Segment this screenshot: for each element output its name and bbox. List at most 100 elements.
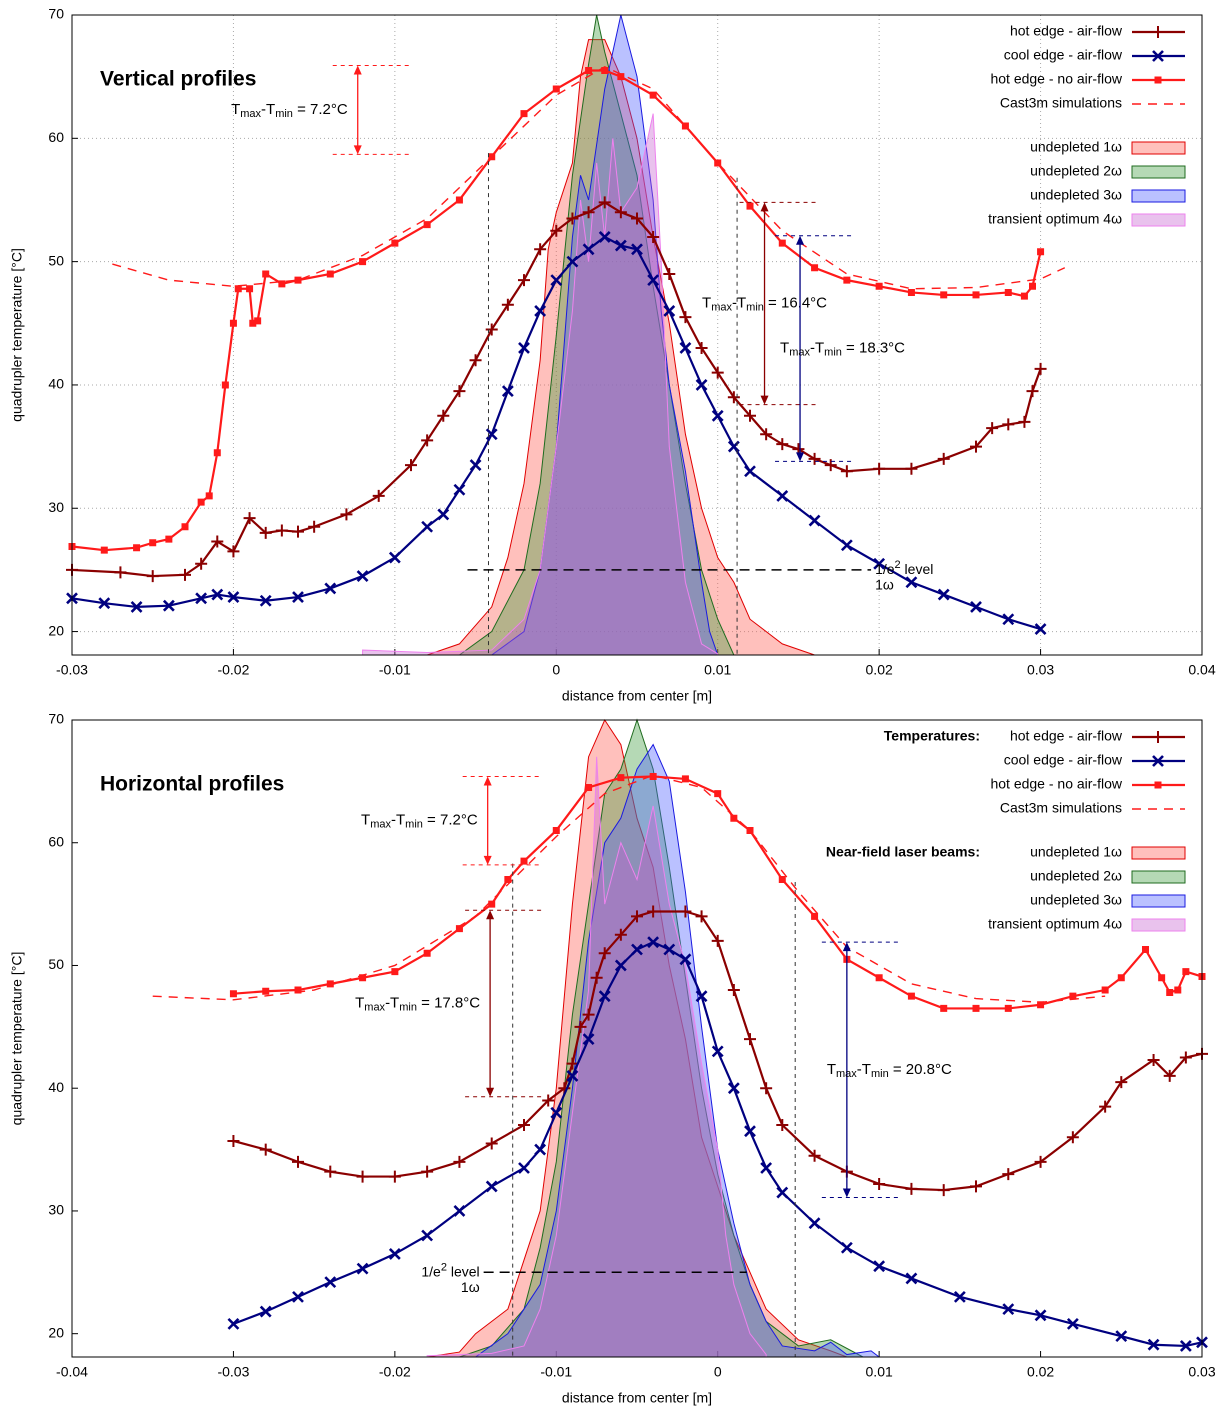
marker (453, 1155, 466, 1168)
marker (227, 591, 240, 603)
marker (840, 1241, 853, 1254)
marker (566, 255, 579, 268)
text-part: -T (810, 340, 824, 357)
marker (278, 280, 286, 288)
y-tick-label: 20 (48, 1324, 64, 1340)
marker (324, 1276, 337, 1289)
marker (1002, 1303, 1015, 1316)
marker (1174, 986, 1182, 994)
marker (292, 525, 304, 538)
text-part: -T (261, 101, 275, 118)
marker (840, 539, 853, 552)
range-label: Tmax-Tmin = 20.8°C (827, 1061, 952, 1080)
marker (359, 258, 367, 266)
marker (875, 974, 883, 982)
text-part: min (405, 819, 423, 831)
marker (566, 1057, 579, 1070)
marker (647, 905, 660, 918)
x-tick-label: -0.01 (540, 1364, 572, 1380)
marker (1004, 288, 1012, 296)
marker (873, 557, 886, 570)
marker (1034, 623, 1047, 636)
marker (437, 409, 450, 422)
range-label: Tmax-Tmin = 7.2°C (231, 101, 348, 120)
marker (808, 452, 821, 465)
temperature-line (233, 910, 1203, 1192)
legend-label: undepleted 3ω (1030, 187, 1122, 203)
marker (714, 790, 722, 798)
marker (1002, 613, 1015, 626)
marker (437, 508, 450, 521)
beam-area (426, 39, 815, 656)
marker (776, 438, 789, 451)
marker (582, 1008, 595, 1021)
marker (249, 319, 257, 327)
x-tick-label: 0.02 (1027, 1364, 1054, 1380)
legend-label: hot edge - no air-flow (990, 71, 1122, 87)
marker (711, 366, 724, 379)
marker (423, 949, 431, 957)
marker (873, 462, 886, 475)
marker (811, 264, 819, 272)
text-part: max (240, 108, 261, 120)
text-part: T (827, 1061, 836, 1078)
marker (133, 544, 141, 552)
text-part: T (361, 812, 370, 829)
text-part: -T (732, 295, 746, 312)
marker (518, 1119, 530, 1132)
x-tick-label: 0.03 (1027, 662, 1054, 678)
marker (727, 391, 740, 404)
marker (695, 990, 708, 1003)
marker (679, 953, 692, 966)
legend-swatch (1131, 141, 1186, 155)
marker (744, 1033, 756, 1046)
marker (824, 459, 837, 472)
marker (730, 814, 738, 822)
marker (617, 774, 625, 782)
marker (356, 570, 369, 582)
marker (1026, 385, 1039, 398)
text-part: T (355, 994, 364, 1011)
x-tick-label: 0 (714, 1364, 722, 1380)
marker (663, 943, 676, 956)
marker (356, 1170, 369, 1183)
y-tick-label: 70 (48, 6, 64, 22)
marker (455, 196, 463, 204)
marker (453, 483, 466, 496)
legend-swatch (1131, 213, 1186, 227)
marker (254, 317, 262, 325)
text-part: min (824, 346, 842, 358)
marker (501, 385, 514, 398)
marker (1163, 1069, 1176, 1082)
marker (391, 968, 399, 976)
level-note: 1ω (461, 1279, 480, 1295)
marker (647, 230, 660, 243)
y-tick-label: 40 (48, 376, 64, 392)
legend-swatch (1131, 189, 1186, 203)
marker (566, 1070, 579, 1082)
marker (1037, 1001, 1045, 1009)
x-tick-label: -0.03 (56, 662, 88, 678)
marker (453, 385, 466, 398)
marker (488, 900, 496, 908)
marker (534, 305, 547, 317)
marker (585, 66, 593, 74)
text-part: min (746, 301, 764, 313)
text-part: -T (857, 1061, 871, 1078)
marker (485, 428, 498, 441)
marker (1037, 248, 1045, 256)
marker (501, 298, 514, 311)
marker (1152, 26, 1164, 38)
marker (550, 274, 563, 287)
marker (542, 1094, 555, 1107)
marker (308, 520, 321, 533)
marker (582, 1033, 595, 1046)
marker (181, 523, 189, 531)
legend-label: undepleted 2ω (1030, 163, 1122, 179)
marker (614, 239, 627, 252)
marker (520, 110, 528, 118)
y-tick-label: 60 (48, 833, 64, 849)
legend-swatch (1131, 870, 1186, 884)
marker (631, 910, 643, 923)
legend-label: transient optimum 4ω (988, 211, 1122, 227)
